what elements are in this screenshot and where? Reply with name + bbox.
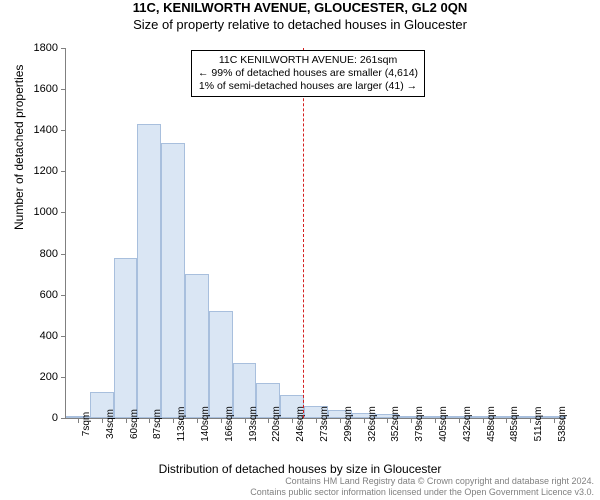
y-tick-label: 1200 (34, 165, 58, 177)
histogram-bar (137, 124, 161, 418)
y-tick (61, 254, 66, 255)
x-tick-label: 326sqm (367, 406, 378, 442)
histogram-bar (114, 258, 138, 418)
x-tick (78, 418, 79, 423)
y-tick (61, 377, 66, 378)
x-tick (221, 418, 222, 423)
attribution-footer: Contains HM Land Registry data © Crown c… (250, 476, 594, 498)
x-tick-label: 140sqm (200, 406, 211, 442)
x-tick-label: 220sqm (271, 406, 282, 442)
y-tick-label: 0 (52, 412, 58, 424)
x-tick-label: 405sqm (438, 406, 449, 442)
y-tick (61, 212, 66, 213)
x-tick (149, 418, 150, 423)
x-tick (435, 418, 436, 423)
histogram-bar (209, 311, 233, 418)
x-tick-label: 299sqm (343, 406, 354, 442)
annotation-line-3: 1% of semi-detached houses are larger (4… (198, 80, 418, 93)
x-tick (292, 418, 293, 423)
footer-line-1: Contains HM Land Registry data © Crown c… (250, 476, 594, 487)
x-tick (483, 418, 484, 423)
x-tick (197, 418, 198, 423)
x-tick-label: 87sqm (152, 409, 163, 439)
y-tick-label: 400 (40, 330, 58, 342)
y-tick (61, 418, 66, 419)
y-tick (61, 48, 66, 49)
x-tick (554, 418, 555, 423)
y-tick-label: 800 (40, 248, 58, 260)
y-tick-label: 600 (40, 289, 58, 301)
x-tick (506, 418, 507, 423)
y-tick-label: 1600 (34, 83, 58, 95)
x-tick-label: 511sqm (533, 407, 544, 442)
chart-subtitle: Size of property relative to detached ho… (0, 17, 600, 32)
x-tick-label: 432sqm (462, 406, 473, 442)
y-tick (61, 295, 66, 296)
x-tick (340, 418, 341, 423)
x-tick (102, 418, 103, 423)
annotation-box: 11C KENILWORTH AVENUE: 261sqm← 99% of de… (191, 50, 425, 97)
x-tick (530, 418, 531, 423)
y-tick-label: 1000 (34, 206, 58, 218)
x-tick-label: 352sqm (390, 406, 401, 442)
x-tick-label: 485sqm (509, 406, 520, 442)
histogram-bar (185, 274, 209, 418)
x-tick-label: 7sqm (81, 412, 92, 436)
x-tick-label: 538sqm (557, 406, 568, 442)
x-tick-label: 379sqm (414, 406, 425, 442)
footer-line-2: Contains public sector information licen… (250, 487, 594, 498)
x-tick-label: 273sqm (319, 406, 330, 442)
x-tick (245, 418, 246, 423)
x-tick (268, 418, 269, 423)
x-tick (173, 418, 174, 423)
x-tick (387, 418, 388, 423)
x-tick-label: 34sqm (105, 409, 116, 439)
y-tick (61, 336, 66, 337)
x-tick (316, 418, 317, 423)
y-tick-label: 1400 (34, 124, 58, 136)
x-tick-label: 113sqm (176, 407, 187, 442)
x-tick (411, 418, 412, 423)
x-tick-label: 246sqm (295, 406, 306, 442)
x-tick-label: 193sqm (248, 406, 259, 442)
x-axis-title: Distribution of detached houses by size … (0, 462, 600, 476)
y-tick (61, 171, 66, 172)
y-tick-label: 200 (40, 371, 58, 383)
y-tick-label: 1800 (34, 42, 58, 54)
histogram-bar (161, 143, 185, 418)
y-axis-title: Number of detached properties (12, 65, 26, 230)
annotation-line-2: ← 99% of detached houses are smaller (4,… (198, 67, 418, 80)
chart-title: 11C, KENILWORTH AVENUE, GLOUCESTER, GL2 … (0, 0, 600, 15)
x-tick (126, 418, 127, 423)
y-tick (61, 89, 66, 90)
x-tick-label: 458sqm (486, 406, 497, 442)
x-tick-label: 166sqm (224, 406, 235, 442)
chart-plot-area: 0200400600800100012001400160018007sqm34s… (65, 48, 566, 419)
x-tick-label: 60sqm (129, 409, 140, 439)
property-marker-line (303, 48, 304, 418)
annotation-line-1: 11C KENILWORTH AVENUE: 261sqm (198, 54, 418, 67)
y-tick (61, 130, 66, 131)
x-tick (364, 418, 365, 423)
x-tick (459, 418, 460, 423)
